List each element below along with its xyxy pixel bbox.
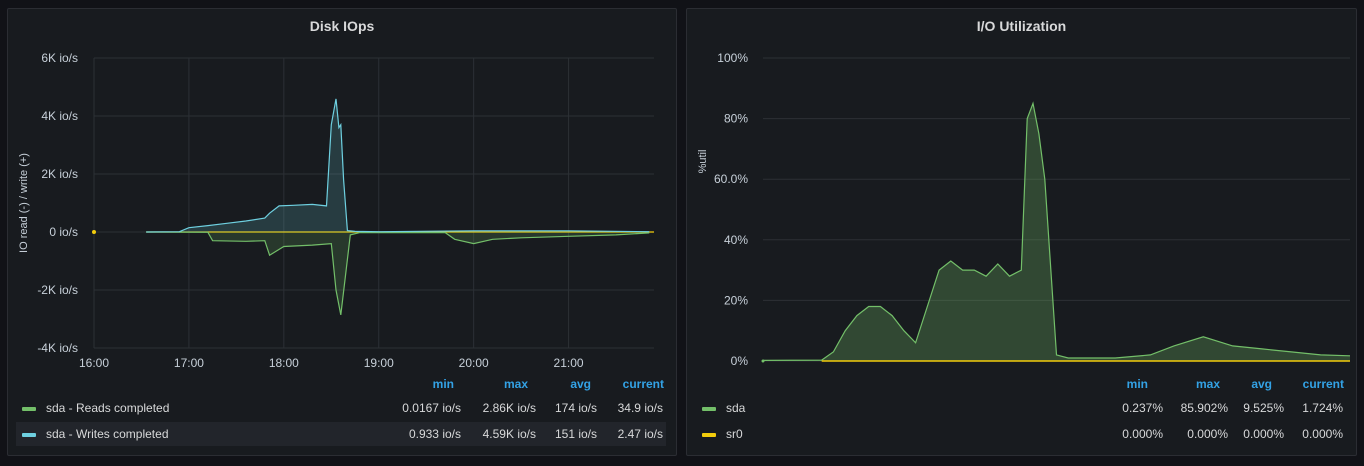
y-tick-label: 2K io/s: [41, 167, 78, 181]
series-name: sda: [726, 401, 746, 415]
y-tick-label: 6K io/s: [41, 51, 78, 65]
column-current[interactable]: current: [1302, 377, 1344, 391]
value-avg: 151 io/s: [554, 427, 597, 441]
value-max: 0.000%: [1187, 427, 1228, 441]
x-tick-label: 17:00: [174, 356, 204, 370]
series-line: [146, 231, 650, 316]
y-tick-label: 4K io/s: [41, 109, 78, 123]
y-tick-label: 0 io/s: [49, 225, 78, 239]
series-name: sda - Writes completed: [46, 427, 169, 441]
x-tick-label: 21:00: [554, 356, 584, 370]
x-tick-label: 19:00: [364, 356, 394, 370]
column-min[interactable]: min: [1126, 377, 1148, 391]
series-color-swatch: [702, 433, 716, 437]
legend-item-sr0[interactable]: sr0 0.000% 0.000% 0.000% 0.000%: [695, 422, 1347, 446]
y-tick-label: -4K io/s: [37, 341, 78, 355]
legend-header: min max avg current: [8, 377, 678, 395]
y-tick-label: 100%: [717, 51, 748, 65]
value-avg: 174 io/s: [554, 401, 597, 415]
y-tick-label: 0%: [731, 354, 749, 368]
value-min: 0.933 io/s: [408, 427, 461, 441]
y-tick-label: 80%: [724, 112, 748, 126]
value-max: 4.59K io/s: [482, 427, 536, 441]
series-area: [146, 232, 650, 315]
value-avg: 0.000%: [1243, 427, 1284, 441]
column-avg[interactable]: avg: [1251, 377, 1272, 391]
column-max[interactable]: max: [503, 377, 528, 391]
series-line: [762, 101, 1351, 361]
series-name: sr0: [726, 427, 743, 441]
y-tick-label: -2K io/s: [37, 283, 78, 297]
series-area: [146, 98, 650, 233]
series-color-swatch: [702, 407, 716, 411]
io-utilization-chart[interactable]: 100% 80% 60.0% 40% 20% 0% %util: [687, 9, 1358, 379]
value-max: 2.86K io/s: [482, 401, 536, 415]
disk-iops-panel: Disk IOps 6K io/s 4K io/s 2K io/s 0 io/s -2K…: [7, 8, 677, 456]
x-tick-label: 20:00: [459, 356, 489, 370]
legend-item-reads[interactable]: sda - Reads completed 0.0167 io/s 2.86K …: [16, 396, 666, 420]
x-tick-label: 18:00: [269, 356, 299, 370]
y-axis-title: %util: [697, 150, 709, 174]
value-min: 0.000%: [1122, 427, 1163, 441]
x-tick-label: 16:00: [79, 356, 109, 370]
column-min[interactable]: min: [432, 377, 454, 391]
column-max[interactable]: max: [1195, 377, 1220, 391]
value-min: 0.0167 io/s: [402, 401, 461, 415]
y-tick-label: 60.0%: [714, 172, 748, 186]
value-current: 34.9 io/s: [617, 401, 663, 415]
y-tick-label: 40%: [724, 233, 748, 247]
value-max: 85.902%: [1180, 401, 1228, 415]
value-current: 0.000%: [1302, 427, 1343, 441]
series-point: [92, 230, 96, 234]
column-avg[interactable]: avg: [570, 377, 591, 391]
legend-header: min max avg current: [687, 377, 1358, 395]
y-axis-title: IO read (-) / write (+): [18, 153, 30, 253]
legend-item-sda[interactable]: sda 0.237% 85.902% 9.525% 1.724%: [695, 396, 1347, 420]
disk-iops-chart[interactable]: 6K io/s 4K io/s 2K io/s 0 io/s -2K io/s -4K i…: [8, 9, 678, 379]
series-point: [761, 359, 765, 363]
legend-item-writes[interactable]: sda - Writes completed 0.933 io/s 4.59K …: [16, 422, 666, 446]
io-utilization-panel: I/O Utilization 100% 80% 60.0% 40% 20% 0% %uti…: [686, 8, 1357, 456]
series-color-swatch: [22, 433, 36, 437]
y-tick-label: 20%: [724, 293, 748, 307]
value-min: 0.237%: [1122, 401, 1163, 415]
series-line: [146, 98, 650, 233]
panel-title: Disk IOps: [309, 18, 375, 34]
series-color-swatch: [22, 407, 36, 411]
panel-title: I/O Utilization: [976, 18, 1067, 34]
value-current: 1.724%: [1302, 401, 1343, 415]
series-name: sda - Reads completed: [46, 401, 170, 415]
value-current: 2.47 io/s: [617, 427, 663, 441]
column-current[interactable]: current: [622, 377, 664, 391]
value-avg: 9.525%: [1243, 401, 1284, 415]
